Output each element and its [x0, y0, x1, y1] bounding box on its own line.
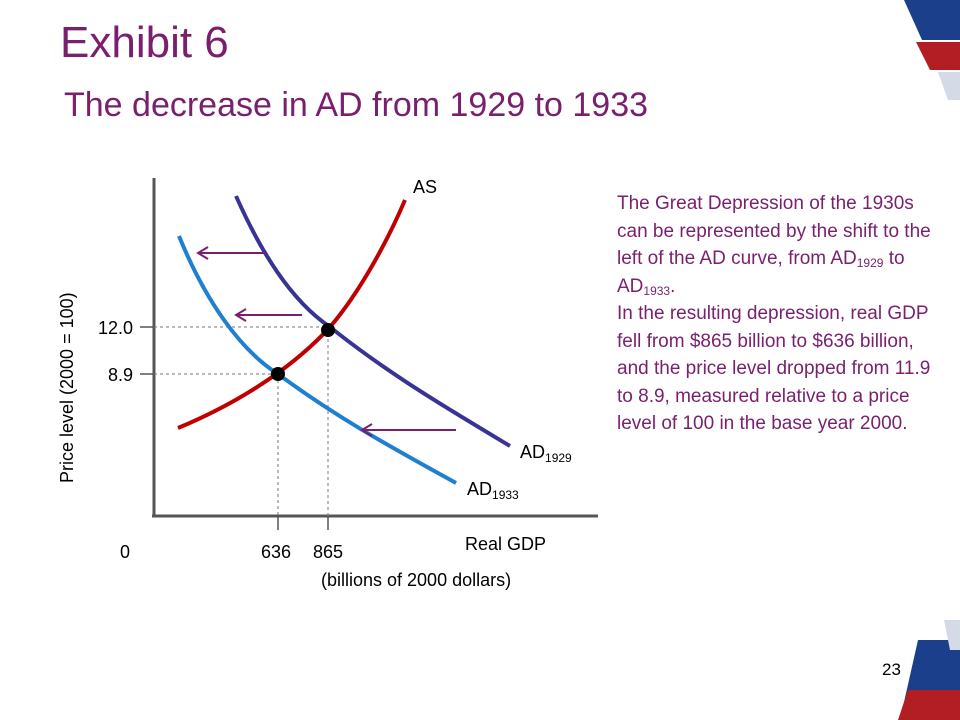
x-axis-units: (billions of 2000 dollars) — [321, 570, 511, 590]
description-paragraph-1: The Great Depression of the 1930s can be… — [617, 193, 931, 298]
slide-title: Exhibit 6 — [60, 18, 229, 67]
decorative-stripes — [898, 0, 960, 720]
ad1933-label: AD1933 — [467, 479, 519, 502]
page-number: 23 — [882, 660, 901, 679]
ad1933-curve — [177, 235, 457, 485]
ad1929-label: AD1929 — [520, 442, 572, 465]
description: The Great Depression of the 1930s can be… — [617, 190, 937, 438]
equilibrium-1929 — [321, 323, 335, 337]
equilibrium-1933 — [271, 367, 285, 381]
origin-label: 0 — [120, 542, 130, 562]
x-tick-label-865: 865 — [313, 542, 343, 562]
y-tick-label-8-9: 8.9 — [108, 365, 133, 385]
shift-arrows — [196, 246, 456, 437]
as-label: AS — [413, 177, 437, 197]
x-tick-label-636: 636 — [261, 542, 291, 562]
x-axis-label: Real GDP — [465, 534, 546, 554]
description-paragraph-2: In the resulting depression, real GDP fe… — [617, 303, 931, 434]
y-tick-label-12: 12.0 — [98, 318, 133, 338]
ad1929-curve — [234, 195, 512, 448]
y-axis-label: Price level (2000 = 100) — [57, 292, 77, 483]
slide-subtitle: The decrease in AD from 1929 to 1933 — [64, 86, 649, 124]
